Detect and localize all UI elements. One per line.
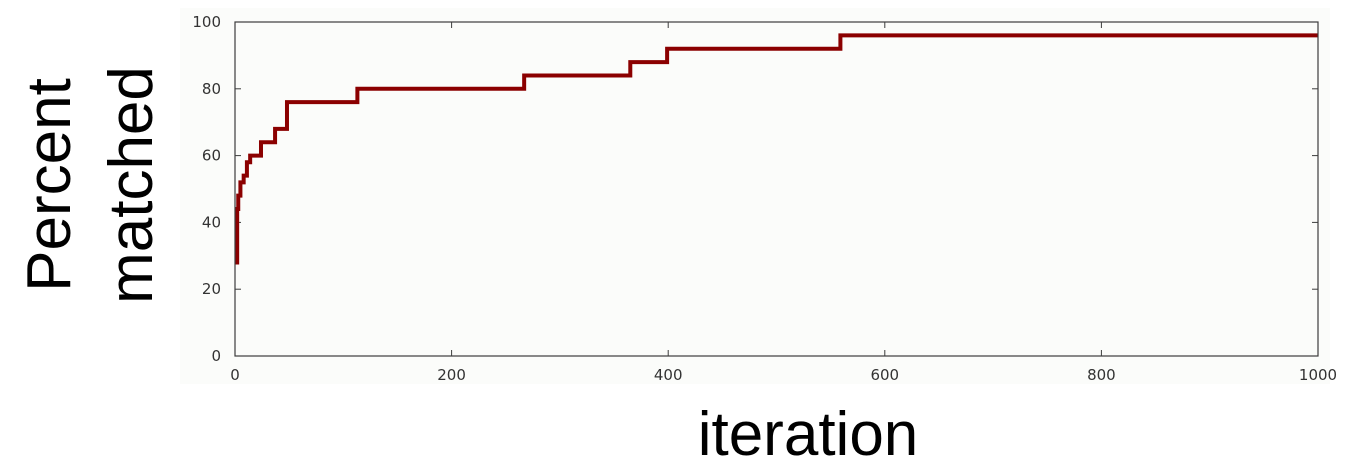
y-tick-label-2: 40 [202, 213, 221, 231]
x-axis-title: iteration [698, 400, 919, 458]
y-tick-label-1: 20 [202, 280, 221, 298]
y-tick-label-0: 0 [211, 347, 221, 365]
x-tick-label-1: 200 [437, 366, 466, 384]
y-axis-title-line-1: matched [97, 66, 166, 304]
y-axis-title-line-0: Percent [15, 78, 84, 292]
series-line-0 [235, 33, 1318, 265]
y-tick-label-4: 80 [202, 80, 221, 98]
x-tick-label-4: 800 [1087, 366, 1116, 384]
y-tick-label-3: 60 [202, 147, 221, 165]
x-tick-label-0: 0 [230, 366, 240, 384]
x-tick-label-3: 600 [870, 366, 899, 384]
y-tick-labels: 0 20 40 60 80 100 [192, 13, 221, 365]
plot-background [235, 22, 1318, 356]
y-axis-title-group: Percent matched [15, 66, 166, 304]
x-tick-label-5: 1000 [1299, 366, 1337, 384]
series-group [235, 33, 1318, 265]
x-tick-labels: 0 200 400 600 800 1000 [230, 366, 1337, 384]
y-tick-label-5: 100 [192, 13, 221, 31]
x-tick-label-2: 400 [654, 366, 683, 384]
plot-frame [234, 21, 1319, 357]
